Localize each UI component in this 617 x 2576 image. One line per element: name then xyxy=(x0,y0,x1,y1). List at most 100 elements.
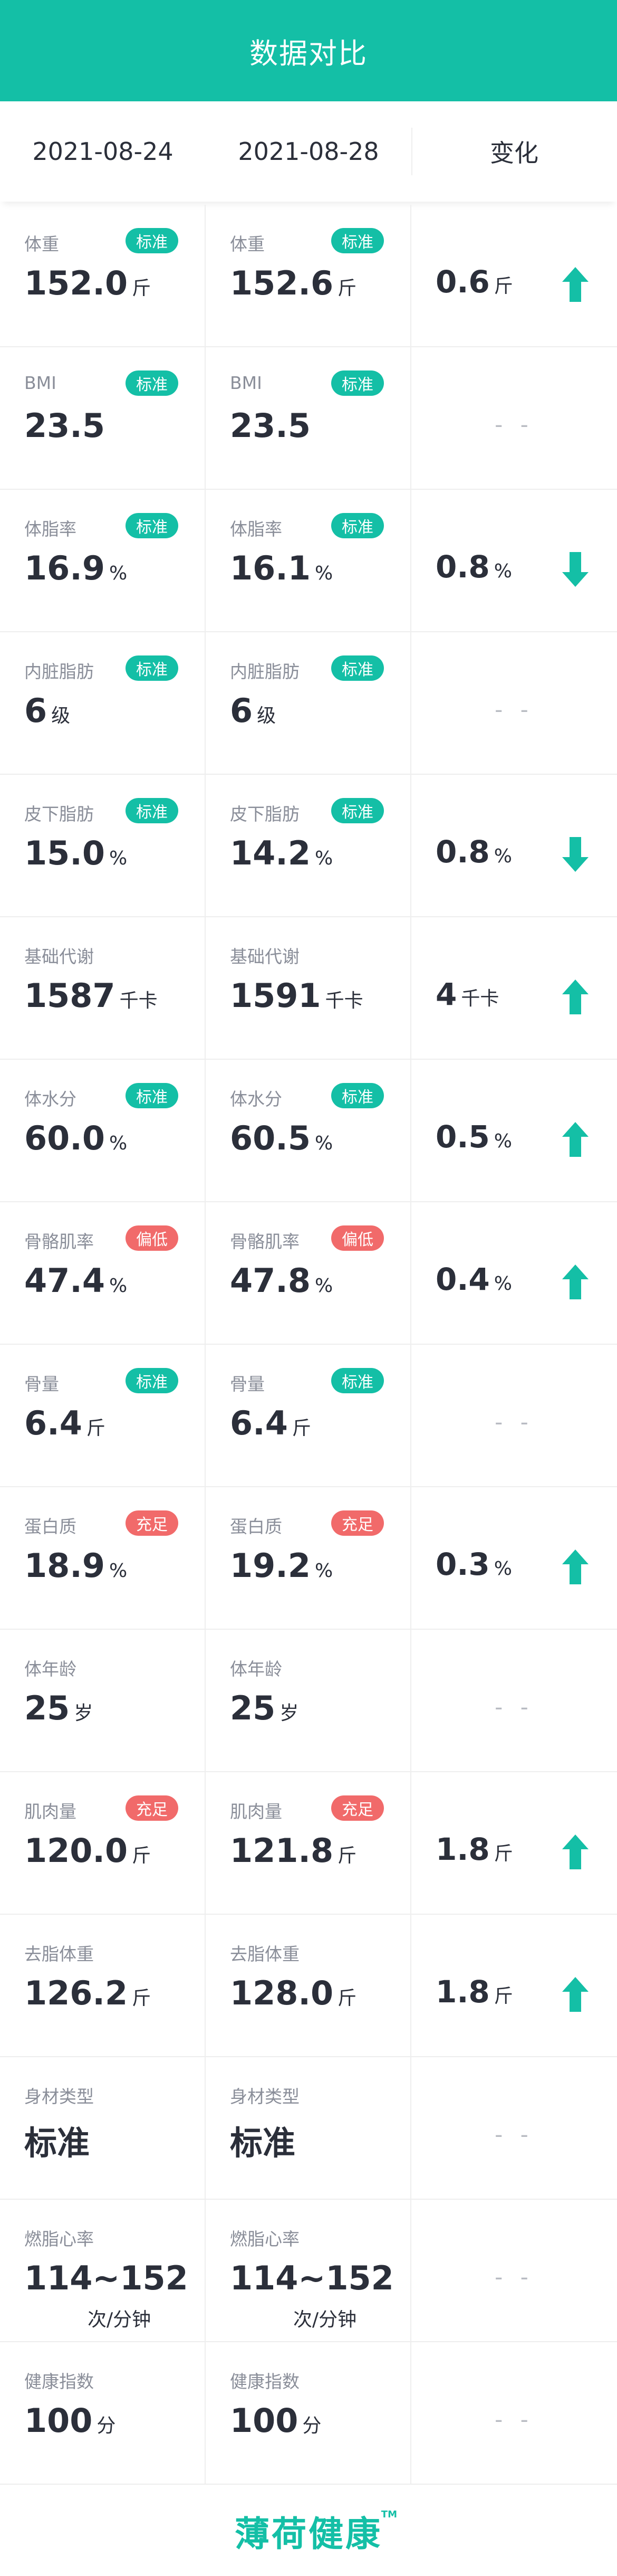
table-row: 健康指数 100 分健康指数 100 分 - - xyxy=(0,2342,617,2485)
arrow-up-icon xyxy=(561,1548,590,1585)
change-unit: % xyxy=(494,1558,512,1580)
metric-value: 121.8 斤 xyxy=(230,1831,356,1870)
metric-label: 骨骼肌率 xyxy=(230,1231,300,1252)
status-badge: 标准 xyxy=(331,228,384,253)
metric-number: 6 xyxy=(24,691,47,730)
right-value-cell: 皮下脂肪 标准 14.2% xyxy=(206,775,411,916)
table-row: 蛋白质 充足 18.9% 蛋白质 充足 19.2% 0.3% xyxy=(0,1487,617,1630)
status-badge: 标准 xyxy=(126,655,178,681)
metric-number: 23.5 xyxy=(230,406,311,445)
metric-label: 蛋白质 xyxy=(24,1516,76,1537)
metric-label: 骨量 xyxy=(24,1374,59,1394)
right-value-cell: 体脂率 标准 16.1% xyxy=(206,490,411,631)
date-right: 2021-08-28 xyxy=(238,137,379,166)
metric-number: 25 xyxy=(24,1689,70,1727)
right-value-cell: 燃脂心率 114~152 次/分钟 xyxy=(206,2200,411,2341)
arrow-up-icon xyxy=(561,1833,590,1870)
metric-number: 25 xyxy=(230,1689,276,1727)
metric-number: 47.4 xyxy=(24,1261,105,1300)
left-value-cell: 体年龄 25 岁 xyxy=(0,1630,206,1771)
metric-unit: 级 xyxy=(51,705,71,727)
change-number: 0.8 xyxy=(436,549,490,585)
right-value-cell: 体水分 标准 60.5% xyxy=(206,1060,411,1201)
status-badge: 标准 xyxy=(331,1368,384,1393)
metric-unit: 斤 xyxy=(132,1845,151,1867)
metric-unit: 斤 xyxy=(338,1845,357,1867)
left-value-cell: 体重 标准 152.0 斤 xyxy=(0,205,206,346)
table-row: 基础代谢 1587 千卡 基础代谢 1591 千卡 4 千卡 xyxy=(0,917,617,1060)
metric-number: 114~152 xyxy=(24,2259,188,2297)
status-badge: 标准 xyxy=(126,228,178,253)
status-badge: 标准 xyxy=(126,1083,178,1108)
change-number: 4 xyxy=(436,976,457,1012)
metric-value: 47.4% xyxy=(24,1261,127,1300)
metric-number: 100 xyxy=(24,2401,93,2440)
metric-unit: 岁 xyxy=(74,1703,93,1724)
right-value-cell: 去脂体重 128.0 斤 xyxy=(206,1915,411,2056)
left-value-cell: 健康指数 100 分 xyxy=(0,2342,206,2484)
change-cell: 0.3% xyxy=(411,1487,617,1629)
metric-number: 47.8 xyxy=(230,1261,311,1300)
status-badge: 充足 xyxy=(331,1795,384,1821)
metric-label: 肌肉量 xyxy=(230,1801,282,1822)
metric-label: 燃脂心率 xyxy=(24,2229,94,2249)
metric-unit: % xyxy=(314,848,333,869)
header-bar: 数据对比 xyxy=(0,0,617,101)
metric-label: 内脏脂肪 xyxy=(230,661,300,682)
metric-value: 128.0 斤 xyxy=(230,1974,356,2012)
metric-value: 60.0% xyxy=(24,1119,127,1157)
status-badge: 标准 xyxy=(331,1083,384,1108)
footer: 薄荷健康 TM xyxy=(0,2486,617,2576)
metric-label: 体重 xyxy=(24,234,59,254)
metric-number: 6.4 xyxy=(230,1404,288,1442)
change-value: 1.8 斤 xyxy=(436,1974,513,2010)
right-value-cell: 骨量 标准 6.4 斤 xyxy=(206,1345,411,1486)
left-value-cell: 体脂率 标准 16.9% xyxy=(0,490,206,631)
metric-value: 23.5 xyxy=(230,406,311,445)
change-cell: - - xyxy=(411,347,617,489)
left-value-cell: 骨骼肌率 偏低 47.4% xyxy=(0,1202,206,1344)
metric-unit: 岁 xyxy=(279,1703,299,1724)
metric-value: 16.9% xyxy=(24,549,127,587)
metric-value: 1591 千卡 xyxy=(230,976,363,1015)
left-value-cell: 基础代谢 1587 千卡 xyxy=(0,917,206,1059)
right-value-cell: 骨骼肌率 偏低 47.8% xyxy=(206,1202,411,1344)
metric-unit: % xyxy=(109,848,128,869)
table-row: 身材类型 标准 身材类型 标准 - - xyxy=(0,2057,617,2200)
status-badge: 标准 xyxy=(126,798,178,823)
metric-unit: % xyxy=(314,1275,333,1297)
metric-number: 152.0 xyxy=(24,264,128,302)
metric-value: 标准 xyxy=(24,2116,90,2164)
metric-unit: 斤 xyxy=(338,278,357,299)
right-value-cell: 健康指数 100 分 xyxy=(206,2342,411,2484)
change-value: 4 千卡 xyxy=(436,976,499,1012)
change-number: 0.4 xyxy=(436,1261,490,1297)
metric-number: 16.1 xyxy=(230,549,311,587)
status-badge: 标准 xyxy=(126,513,178,538)
change-unit: % xyxy=(494,1130,512,1152)
metric-unit: % xyxy=(109,1275,128,1297)
metric-unit: % xyxy=(109,1133,128,1154)
metric-value: 152.0 斤 xyxy=(24,264,151,302)
table-row: 骨骼肌率 偏低 47.4% 骨骼肌率 偏低 47.8% 0.4% xyxy=(0,1202,617,1345)
metric-value: 19.2% xyxy=(230,1546,333,1585)
arrow-up-icon xyxy=(561,978,590,1015)
no-change-dash: - - xyxy=(495,2407,534,2432)
metric-number: 14.2 xyxy=(230,834,311,872)
metric-number: 标准 xyxy=(230,2124,296,2162)
change-cell: 1.8 斤 xyxy=(411,1915,617,2056)
left-value-cell: 内脏脂肪 标准 6 级 xyxy=(0,632,206,774)
change-unit: % xyxy=(494,845,512,867)
metric-number: 120.0 xyxy=(24,1831,128,1870)
metric-value: 100 分 xyxy=(24,2401,115,2440)
metric-value: 23.5 xyxy=(24,406,105,445)
change-cell: - - xyxy=(411,2057,617,2199)
metric-number: 6.4 xyxy=(24,1404,82,1442)
right-value-cell: 蛋白质 充足 19.2% xyxy=(206,1487,411,1629)
change-cell: - - xyxy=(411,2342,617,2484)
table-row: 骨量 标准 6.4 斤骨量 标准 6.4 斤 - - xyxy=(0,1345,617,1487)
metric-number: 100 xyxy=(230,2401,298,2440)
change-unit: 斤 xyxy=(494,275,513,297)
status-badge: 偏低 xyxy=(331,1225,384,1251)
